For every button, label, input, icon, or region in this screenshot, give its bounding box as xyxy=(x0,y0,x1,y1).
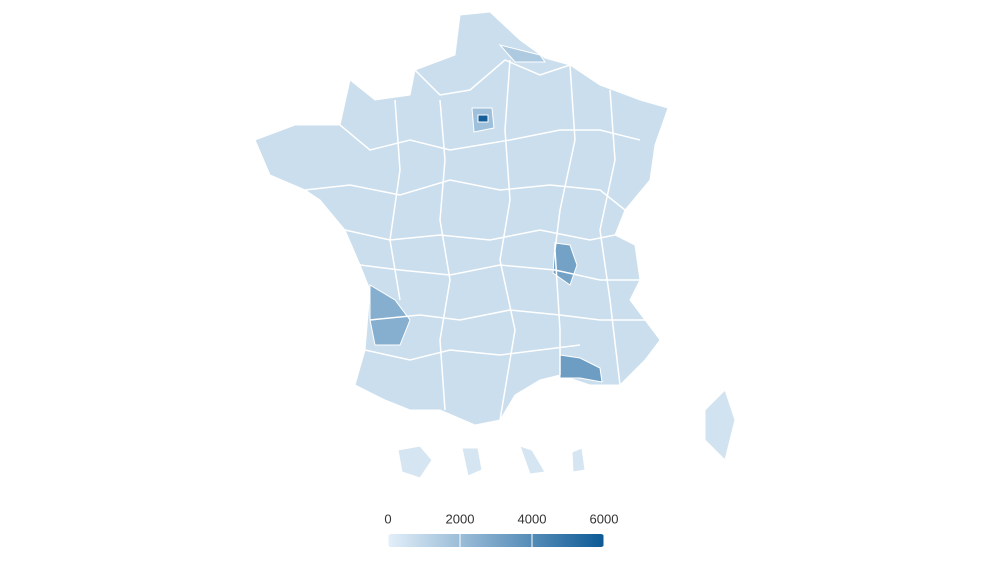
region xyxy=(552,242,578,286)
border xyxy=(339,124,641,151)
department-borders xyxy=(304,59,645,421)
colorbar-tick-label: 4000 xyxy=(518,511,547,526)
region xyxy=(571,447,586,473)
border xyxy=(304,179,626,211)
border xyxy=(439,99,451,411)
border xyxy=(359,264,640,281)
legend: 0 2000 4000 6000 xyxy=(384,511,618,547)
border xyxy=(554,64,576,375)
region xyxy=(254,11,669,426)
colorbar xyxy=(388,534,604,547)
colorbar-tick-label: 6000 xyxy=(590,511,619,526)
regions xyxy=(254,11,736,479)
border xyxy=(414,59,571,96)
region xyxy=(519,445,546,475)
region xyxy=(397,445,433,479)
region xyxy=(477,114,489,123)
colorbar-tick-label: 0 xyxy=(384,511,391,526)
border xyxy=(364,344,581,361)
border xyxy=(389,99,401,301)
border xyxy=(599,89,621,386)
region xyxy=(461,447,483,477)
colorbar-tick-label: 2000 xyxy=(446,511,475,526)
region xyxy=(704,389,736,461)
border xyxy=(499,59,516,421)
region xyxy=(498,44,546,63)
region xyxy=(559,354,603,383)
